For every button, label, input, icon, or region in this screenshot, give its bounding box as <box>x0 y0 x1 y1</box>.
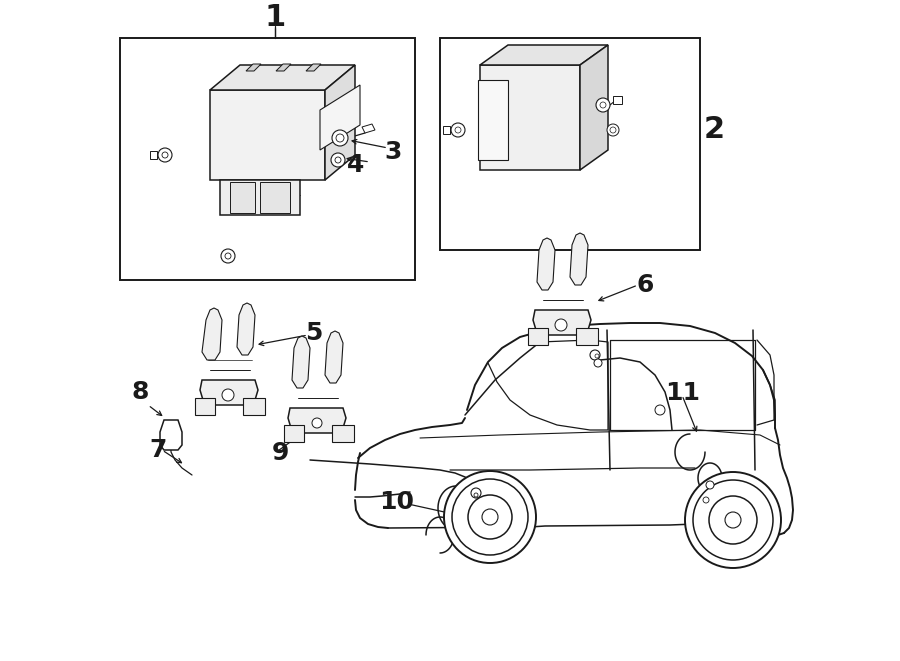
Polygon shape <box>362 124 375 133</box>
Polygon shape <box>325 331 343 383</box>
Circle shape <box>709 496 757 544</box>
Circle shape <box>725 512 741 528</box>
Text: 11: 11 <box>665 381 700 405</box>
Polygon shape <box>230 182 255 213</box>
Polygon shape <box>276 64 291 71</box>
Polygon shape <box>260 182 290 213</box>
Polygon shape <box>288 408 346 433</box>
Circle shape <box>468 495 512 539</box>
Text: 9: 9 <box>271 441 289 465</box>
Circle shape <box>596 98 610 112</box>
Polygon shape <box>332 425 354 442</box>
Polygon shape <box>292 336 310 388</box>
Text: 7: 7 <box>149 438 166 462</box>
Polygon shape <box>528 328 548 345</box>
Polygon shape <box>202 308 222 360</box>
Circle shape <box>693 480 773 560</box>
Polygon shape <box>237 303 255 355</box>
Circle shape <box>168 432 174 438</box>
Circle shape <box>685 472 781 568</box>
Polygon shape <box>478 80 508 160</box>
Polygon shape <box>320 85 360 150</box>
Circle shape <box>221 249 235 263</box>
Circle shape <box>451 123 465 137</box>
Circle shape <box>164 428 178 442</box>
Polygon shape <box>533 310 591 335</box>
Circle shape <box>162 152 168 158</box>
Circle shape <box>331 153 345 167</box>
Polygon shape <box>613 96 622 104</box>
Polygon shape <box>306 64 321 71</box>
Circle shape <box>703 497 709 503</box>
Text: 1: 1 <box>265 3 285 32</box>
Circle shape <box>590 350 600 360</box>
Circle shape <box>474 493 478 497</box>
Polygon shape <box>220 180 300 215</box>
Polygon shape <box>284 425 304 442</box>
Circle shape <box>455 127 461 133</box>
Circle shape <box>452 479 528 555</box>
Text: 2: 2 <box>704 116 725 145</box>
Polygon shape <box>195 398 215 415</box>
Circle shape <box>600 102 606 108</box>
Polygon shape <box>480 65 580 170</box>
Polygon shape <box>200 380 258 405</box>
Circle shape <box>335 157 341 163</box>
Text: 6: 6 <box>636 273 653 297</box>
Circle shape <box>655 405 665 415</box>
Circle shape <box>158 148 172 162</box>
Polygon shape <box>210 90 325 180</box>
Polygon shape <box>443 126 450 134</box>
Bar <box>440 38 700 250</box>
Circle shape <box>225 253 231 259</box>
Polygon shape <box>537 238 555 290</box>
Circle shape <box>336 134 344 142</box>
Polygon shape <box>150 151 157 159</box>
Circle shape <box>312 418 322 428</box>
Circle shape <box>594 359 602 367</box>
Polygon shape <box>325 65 355 180</box>
Text: 8: 8 <box>131 380 149 404</box>
Circle shape <box>444 471 536 563</box>
Text: 10: 10 <box>380 490 415 514</box>
Circle shape <box>471 488 481 498</box>
Polygon shape <box>243 398 265 415</box>
Circle shape <box>332 130 348 146</box>
Circle shape <box>610 127 616 133</box>
Polygon shape <box>576 328 598 345</box>
Circle shape <box>482 509 498 525</box>
Circle shape <box>706 481 714 489</box>
Polygon shape <box>246 64 261 71</box>
Text: 4: 4 <box>347 153 365 177</box>
Polygon shape <box>570 233 588 285</box>
Circle shape <box>555 319 567 331</box>
Text: 5: 5 <box>305 321 323 345</box>
Circle shape <box>222 389 234 401</box>
Bar <box>120 38 415 280</box>
Polygon shape <box>210 65 355 90</box>
Polygon shape <box>580 45 608 170</box>
Circle shape <box>607 124 619 136</box>
Polygon shape <box>160 420 182 450</box>
Polygon shape <box>480 45 608 65</box>
Circle shape <box>595 354 599 358</box>
Text: 3: 3 <box>384 140 401 164</box>
